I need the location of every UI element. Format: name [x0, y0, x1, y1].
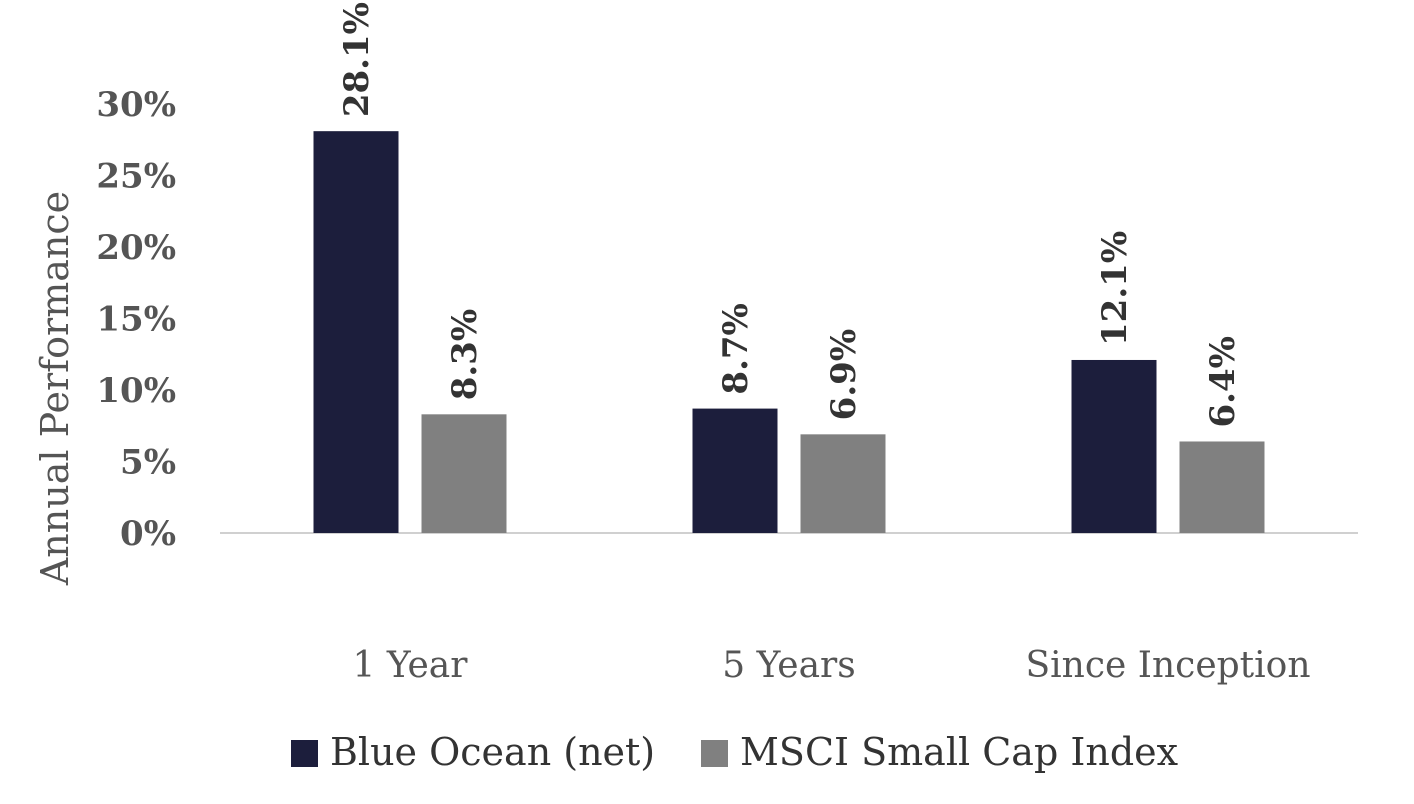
y-tick-label: 0% [120, 514, 176, 554]
category-labels: 1 Year 5 Years Since Inception [353, 645, 1311, 686]
bar-series-1-cat-2 [1179, 441, 1265, 533]
y-tick-label: 10% [96, 371, 176, 411]
y-tick-label: 25% [96, 157, 176, 197]
bar-series-1-cat-0 [421, 414, 507, 533]
category-label: 5 Years [722, 645, 855, 686]
data-label: 6.4% [1203, 336, 1243, 427]
bar-series-0-cat-0 [313, 131, 399, 534]
data-label: 8.7% [716, 303, 756, 394]
legend-label: Blue Ocean (net) [330, 730, 655, 774]
y-tick-label: 15% [96, 300, 176, 340]
category-label: 1 Year [353, 645, 469, 686]
legend: Blue Ocean (net) MSCI Small Cap Index [291, 730, 1178, 774]
legend-label: MSCI Small Cap Index [740, 730, 1178, 774]
data-labels-group: 28.1% 8.3% 8.7% 6.9% 12.1% 6.4% [337, 2, 1243, 427]
data-label: 28.1% [337, 2, 377, 117]
y-tick-label: 5% [120, 443, 176, 483]
bars-group [313, 131, 1265, 534]
legend-swatch [701, 740, 728, 767]
legend-swatch [291, 740, 318, 767]
category-label: Since Inception [1025, 645, 1310, 686]
y-axis-ticks: 0% 5% 10% 15% 20% 25% 30% [96, 85, 176, 554]
bar-series-0-cat-1 [692, 408, 778, 533]
bar-series-1-cat-1 [800, 434, 886, 533]
data-label: 12.1% [1095, 231, 1135, 346]
y-tick-label: 30% [96, 85, 176, 125]
data-label: 8.3% [445, 309, 485, 400]
bar-series-0-cat-2 [1071, 359, 1157, 533]
data-label: 6.9% [824, 329, 864, 420]
y-tick-label: 20% [96, 228, 176, 268]
y-axis-title: Annual Performance [33, 191, 77, 586]
